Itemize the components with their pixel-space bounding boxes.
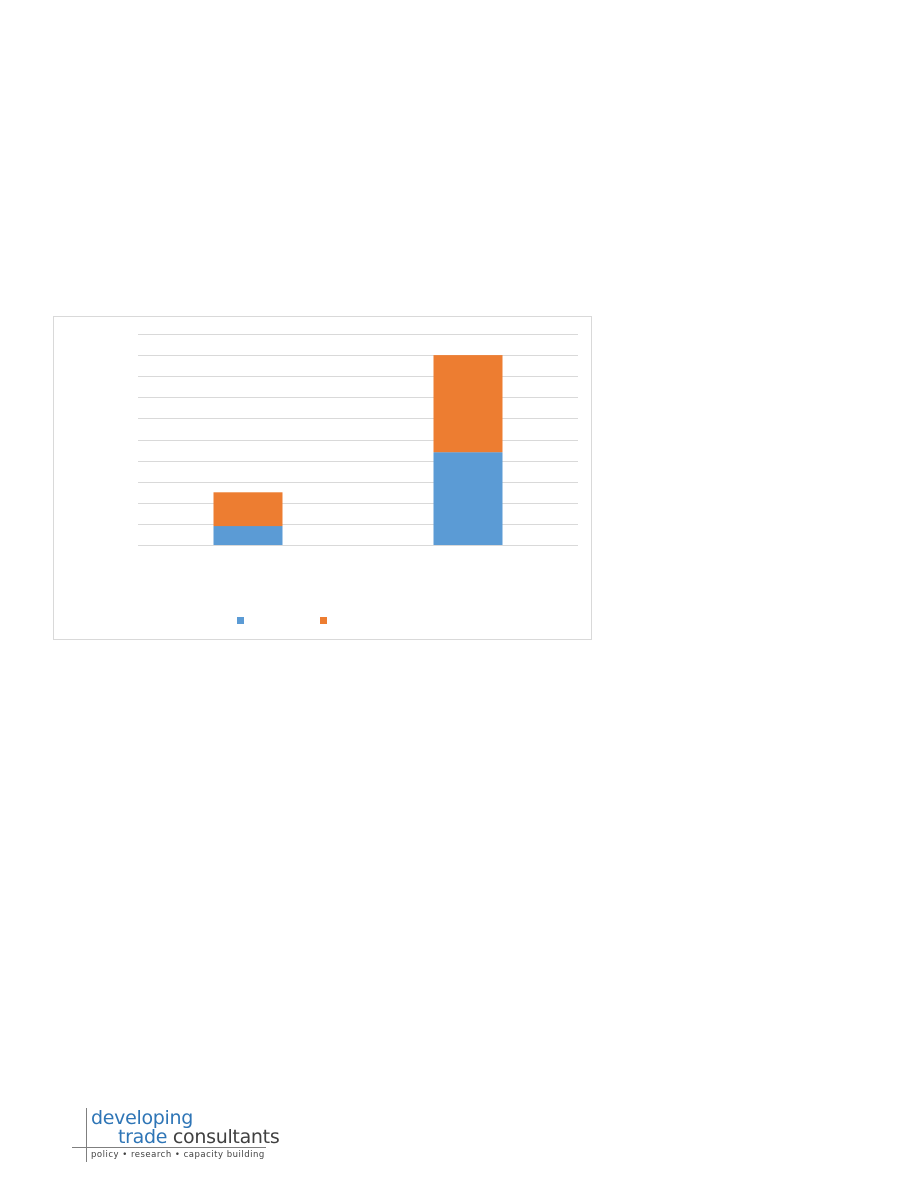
stacked-bar-chart	[138, 334, 578, 624]
logo-word-trade: trade	[118, 1126, 168, 1148]
bar-group	[213, 355, 503, 545]
logo-vertical-rule	[86, 1108, 87, 1162]
logo-horizontal-rule	[72, 1147, 266, 1148]
bar-segment-2-series-2	[433, 355, 503, 453]
bar-segment-1-series-2	[213, 492, 283, 527]
company-logo: developing trade consultants policy • re…	[72, 1107, 280, 1164]
gridlines	[138, 334, 578, 546]
bar-segment-2-series-1	[433, 452, 503, 545]
logo-tagline: policy • research • capacity building	[91, 1150, 265, 1160]
legend	[237, 617, 327, 624]
chart-area	[53, 316, 592, 640]
bar-segment-1-series-1	[213, 526, 283, 545]
logo-line-1: developing	[91, 1107, 194, 1129]
legend-marker-series-2	[320, 617, 327, 624]
logo-line-2: trade consultants	[118, 1126, 280, 1148]
logo-word-consultants: consultants	[167, 1126, 280, 1148]
legend-marker-series-1	[237, 617, 244, 624]
